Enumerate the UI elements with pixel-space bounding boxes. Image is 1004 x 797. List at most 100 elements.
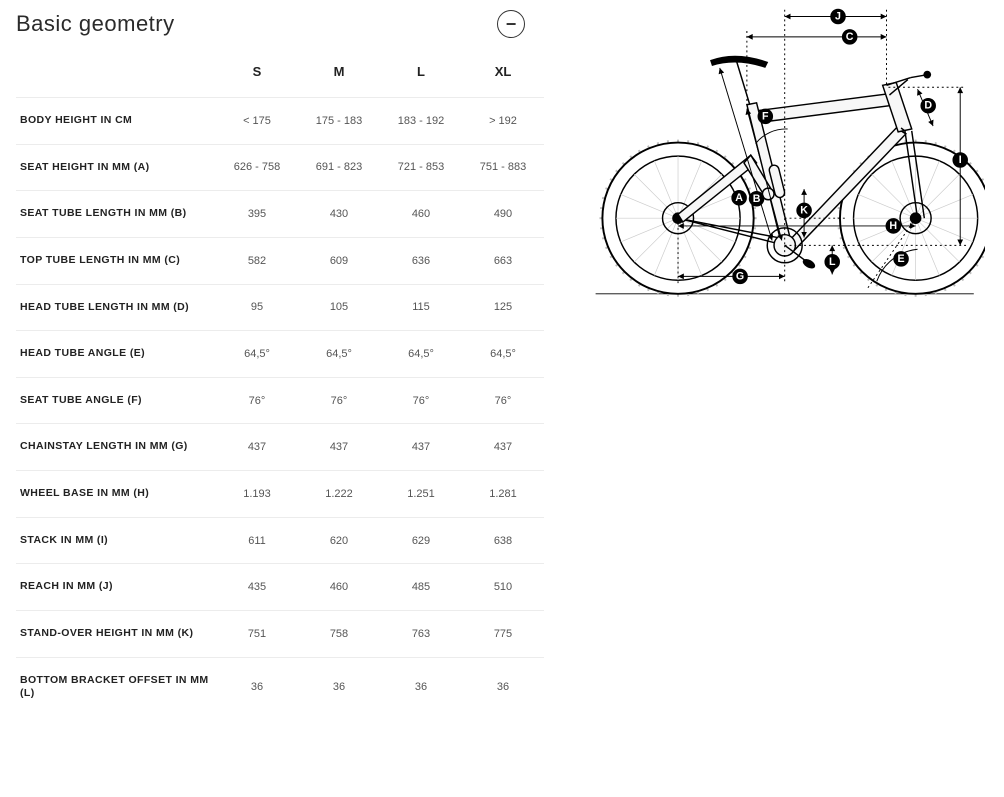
row-label: BODY HEIGHT IN CM <box>16 98 216 145</box>
row-value: 437 <box>298 424 380 471</box>
row-value: 76° <box>462 377 544 424</box>
size-header: S <box>216 56 298 98</box>
row-label: HEAD TUBE LENGTH IN MM (D) <box>16 284 216 331</box>
size-header: L <box>380 56 462 98</box>
row-label: SEAT HEIGHT IN MM (A) <box>16 144 216 191</box>
row-label: REACH IN MM (J) <box>16 564 216 611</box>
row-value: 395 <box>216 191 298 238</box>
svg-text:H: H <box>889 220 897 232</box>
row-value: 430 <box>298 191 380 238</box>
bike-geometry-diagram: AB C D E F G H I J K L <box>565 0 985 320</box>
table-row: STAND-OVER HEIGHT IN MM (K)751758763775 <box>16 611 544 658</box>
svg-text:L: L <box>829 256 836 268</box>
table-row: WHEEL BASE IN MM (H)1.1931.2221.2511.281 <box>16 471 544 518</box>
row-value: 95 <box>216 284 298 331</box>
table-row: REACH IN MM (J)435460485510 <box>16 564 544 611</box>
size-header: XL <box>462 56 544 98</box>
row-value: 460 <box>380 191 462 238</box>
row-label: STACK IN MM (I) <box>16 517 216 564</box>
geometry-table-panel: Basic geometry − SMLXL BODY HEIGHT IN CM… <box>0 0 545 797</box>
row-value: 638 <box>462 517 544 564</box>
row-value: 611 <box>216 517 298 564</box>
row-value: 175 - 183 <box>298 98 380 145</box>
row-value: 64,5° <box>462 331 544 378</box>
row-value: 64,5° <box>298 331 380 378</box>
row-value: 76° <box>380 377 462 424</box>
row-value: 582 <box>216 237 298 284</box>
row-value: 183 - 192 <box>380 98 462 145</box>
row-label: STAND-OVER HEIGHT IN MM (K) <box>16 611 216 658</box>
svg-text:C: C <box>846 31 854 43</box>
geometry-table: SMLXL BODY HEIGHT IN CM< 175175 - 183183… <box>16 56 544 717</box>
table-row: BODY HEIGHT IN CM< 175175 - 183183 - 192… <box>16 98 544 145</box>
size-header: M <box>298 56 380 98</box>
row-value: 76° <box>298 377 380 424</box>
row-value: 490 <box>462 191 544 238</box>
svg-text:J: J <box>835 10 841 22</box>
row-value: 751 - 883 <box>462 144 544 191</box>
row-value: < 175 <box>216 98 298 145</box>
row-value: 721 - 853 <box>380 144 462 191</box>
row-label: HEAD TUBE ANGLE (E) <box>16 331 216 378</box>
row-value: 636 <box>380 237 462 284</box>
table-row: HEAD TUBE LENGTH IN MM (D)95105115125 <box>16 284 544 331</box>
row-value: 763 <box>380 611 462 658</box>
svg-text:G: G <box>736 270 744 282</box>
row-value: 435 <box>216 564 298 611</box>
row-value: 115 <box>380 284 462 331</box>
svg-text:I: I <box>959 154 962 166</box>
row-label: SEAT TUBE ANGLE (F) <box>16 377 216 424</box>
row-value: 758 <box>298 611 380 658</box>
table-row: SEAT HEIGHT IN MM (A)626 - 758691 - 8237… <box>16 144 544 191</box>
row-value: 626 - 758 <box>216 144 298 191</box>
row-value: 775 <box>462 611 544 658</box>
row-label: TOP TUBE LENGTH IN MM (C) <box>16 237 216 284</box>
row-value: 460 <box>298 564 380 611</box>
row-value: 36 <box>462 657 544 717</box>
row-value: 36 <box>216 657 298 717</box>
row-value: 629 <box>380 517 462 564</box>
row-value: 510 <box>462 564 544 611</box>
svg-text:D: D <box>924 100 932 112</box>
collapse-button[interactable]: − <box>497 10 525 38</box>
svg-text:E: E <box>898 253 905 265</box>
row-value: 437 <box>380 424 462 471</box>
svg-text:B: B <box>753 193 761 205</box>
table-row: STACK IN MM (I)611620629638 <box>16 517 544 564</box>
svg-text:K: K <box>800 204 808 216</box>
row-value: 105 <box>298 284 380 331</box>
row-value: 437 <box>462 424 544 471</box>
table-row: SEAT TUBE ANGLE (F)76°76°76°76° <box>16 377 544 424</box>
svg-text:A: A <box>735 192 743 204</box>
section-title: Basic geometry <box>16 11 175 37</box>
row-label: CHAINSTAY LENGTH IN MM (G) <box>16 424 216 471</box>
table-row: TOP TUBE LENGTH IN MM (C)582609636663 <box>16 237 544 284</box>
row-label: WHEEL BASE IN MM (H) <box>16 471 216 518</box>
row-label: SEAT TUBE LENGTH IN MM (B) <box>16 191 216 238</box>
svg-text:F: F <box>762 110 769 122</box>
row-value: 437 <box>216 424 298 471</box>
table-row: BOTTOM BRACKET OFFSET IN MM (L)36363636 <box>16 657 544 717</box>
row-value: 1.251 <box>380 471 462 518</box>
row-value: 125 <box>462 284 544 331</box>
geometry-diagram-panel: AB C D E F G H I J K L <box>545 0 1004 797</box>
row-value: 1.222 <box>298 471 380 518</box>
row-value: 751 <box>216 611 298 658</box>
row-value: 64,5° <box>380 331 462 378</box>
row-value: 64,5° <box>216 331 298 378</box>
row-value: 76° <box>216 377 298 424</box>
row-value: 485 <box>380 564 462 611</box>
row-label: BOTTOM BRACKET OFFSET IN MM (L) <box>16 657 216 717</box>
row-value: 663 <box>462 237 544 284</box>
row-value: 1.193 <box>216 471 298 518</box>
row-value: 620 <box>298 517 380 564</box>
row-value: 36 <box>298 657 380 717</box>
table-row: SEAT TUBE LENGTH IN MM (B)395430460490 <box>16 191 544 238</box>
row-value: > 192 <box>462 98 544 145</box>
table-row: CHAINSTAY LENGTH IN MM (G)437437437437 <box>16 424 544 471</box>
row-value: 691 - 823 <box>298 144 380 191</box>
row-value: 36 <box>380 657 462 717</box>
table-row: HEAD TUBE ANGLE (E)64,5°64,5°64,5°64,5° <box>16 331 544 378</box>
row-value: 1.281 <box>462 471 544 518</box>
row-value: 609 <box>298 237 380 284</box>
